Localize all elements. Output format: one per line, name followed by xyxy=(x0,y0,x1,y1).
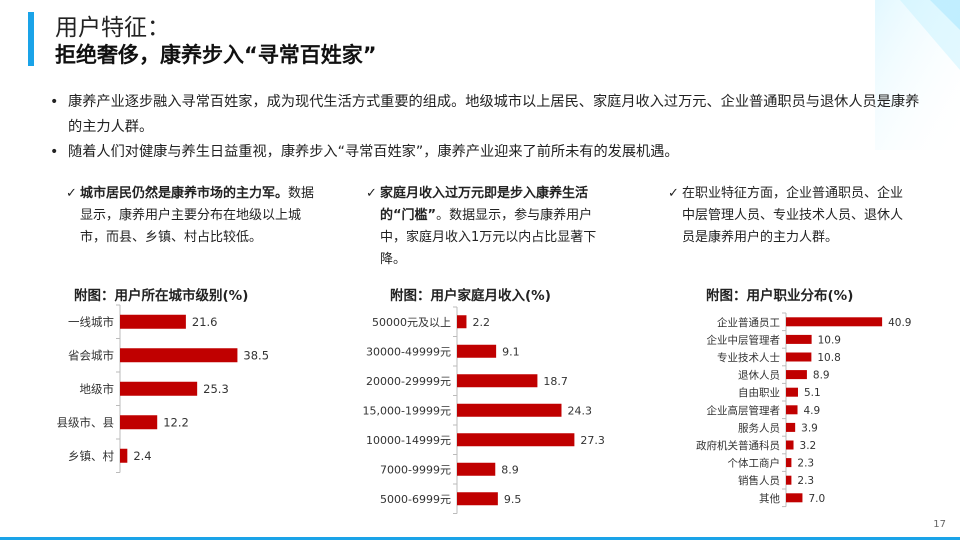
column-note-income-bold: 家庭月收入过万元即是步入康养生活的“门槛” xyxy=(380,186,589,223)
chart-bar xyxy=(457,344,497,358)
column-note-occupation: ✓ 在职业特征方面，企业普通职员、企业中层管理人员、专业技术人员、退休人员是康养… xyxy=(668,183,912,249)
chart-value-label: 9.1 xyxy=(502,345,520,358)
chart-value-label: 2.3 xyxy=(797,475,814,487)
chart-category-label: 30000-49999元 xyxy=(366,345,451,358)
chart-bar xyxy=(786,370,807,380)
column-note-income: ✓ 家庭月收入过万元即是步入康养生活的“门槛”。数据显示，参与康养用户中，家庭月… xyxy=(366,183,614,271)
chart-bar xyxy=(786,493,803,503)
chart-value-label: 24.3 xyxy=(567,404,592,417)
chart-value-label: 10.8 xyxy=(817,352,840,364)
column-note-city-text: 数据显示，康养用户主要分布在地级以上城市，而县、乡镇、村占比较低。 xyxy=(80,186,315,245)
check-icon: ✓ xyxy=(66,186,77,201)
chart-bar xyxy=(786,352,812,362)
chart-value-label: 10.9 xyxy=(818,334,841,346)
chart-bar xyxy=(457,403,562,417)
chart-bar xyxy=(786,475,792,485)
chart-city-level: 一线城市 21.6 省会城市 38.5 地级市 25.3 县级市、县 12.2 乡镇、村 2.4 xyxy=(57,304,269,473)
bullet-1: 康养产业逐步融入寻常百姓家，成为现代生活方式重要的组成。地级城市以上居民、家庭月… xyxy=(50,90,930,140)
page-title: 用户特征： xyxy=(55,15,170,41)
chart-category-label: 服务人员 xyxy=(738,421,780,434)
chart-bar xyxy=(457,462,496,476)
chart-value-label: 27.3 xyxy=(580,434,605,447)
chart-category-label: 15,000-19999元 xyxy=(363,404,451,417)
chart-bar xyxy=(120,314,186,329)
chart-value-label: 38.5 xyxy=(243,348,269,362)
chart-bar xyxy=(457,374,538,388)
chart-value-label: 4.9 xyxy=(804,405,821,417)
chart-value-label: 18.7 xyxy=(543,375,568,388)
chart-category-label: 专业技术人士 xyxy=(717,351,780,364)
column-note-occupation-text: 在职业特征方面，企业普通职员、企业中层管理人员、专业技术人员、退休人员是康养用户… xyxy=(682,186,904,245)
summary-bullets: 康养产业逐步融入寻常百姓家，成为现代生活方式重要的组成。地级城市以上居民、家庭月… xyxy=(50,90,930,165)
chart-category-label: 50000元及以上 xyxy=(372,316,451,329)
chart-bar xyxy=(120,415,158,430)
title-accent-bar xyxy=(28,12,34,66)
chart-category-label: 企业高层管理者 xyxy=(707,404,781,417)
chart-bar xyxy=(120,348,238,363)
chart-value-label: 3.2 xyxy=(800,440,817,452)
chart-category-label: 企业普通员工 xyxy=(717,316,780,329)
column-note-city: ✓ 城市居民仍然是康养市场的主力军。数据显示，康养用户主要分布在地级以上城市，而… xyxy=(66,183,324,249)
chart-category-label: 乡镇、村 xyxy=(68,449,114,463)
chart-value-label: 9.5 xyxy=(504,493,521,506)
chart-occupation: 企业普通员工 40.9 企业中层管理者 10.9 专业技术人士 10.8 退休人员 8.9 自由… xyxy=(696,312,912,508)
chart-bar xyxy=(457,433,575,447)
page-subtitle: 拒绝奢侈，康养步入“寻常百姓家” xyxy=(55,43,377,67)
bullet-2: 随着人们对健康与养生日益重视，康养步入“寻常百姓家”，康养产业迎来了前所未有的发… xyxy=(50,140,930,165)
chart-category-label: 退休人员 xyxy=(738,370,780,382)
chart-category-label: 销售人员 xyxy=(738,474,780,487)
chart-title-occupation: 附图：用户职业分布(%) xyxy=(706,288,854,304)
chart-bar xyxy=(786,317,883,327)
chart-category-label: 10000-14999元 xyxy=(366,434,451,447)
bottom-accent-line xyxy=(0,537,960,540)
chart-value-label: 8.9 xyxy=(813,370,830,382)
column-note-city-bold: 城市居民仍然是康养市场的主力军。 xyxy=(80,186,289,201)
chart-title-income: 附图：用户家庭月收入(%) xyxy=(390,288,551,304)
page-number: 17 xyxy=(933,519,946,530)
chart-bar xyxy=(786,387,798,397)
chart-value-label: 21.6 xyxy=(192,315,218,329)
chart-bar xyxy=(120,381,198,396)
chart-bar xyxy=(457,492,498,506)
chart-title-city: 附图：用户所在城市级别(%) xyxy=(74,288,249,304)
chart-category-label: 企业中层管理者 xyxy=(707,333,781,346)
chart-value-label: 7.0 xyxy=(808,493,825,505)
chart-bar xyxy=(786,422,796,432)
chart-value-label: 3.9 xyxy=(801,422,818,434)
chart-category-label: 7000-9999元 xyxy=(380,463,451,476)
chart-category-label: 一线城市 xyxy=(68,315,114,329)
chart-category-label: 其他 xyxy=(759,492,780,505)
chart-bar xyxy=(786,334,812,344)
chart-bar xyxy=(786,458,792,468)
chart-value-label: 12.2 xyxy=(163,415,189,429)
chart-category-label: 地级市 xyxy=(80,382,115,396)
chart-value-label: 40.9 xyxy=(888,317,911,329)
chart-family-income: 50000元及以上 2.2 30000-49999元 9.1 20000-29999元 1… xyxy=(363,306,605,514)
chart-value-label: 25.3 xyxy=(203,382,229,396)
chart-category-label: 20000-29999元 xyxy=(366,375,451,388)
chart-bar xyxy=(457,315,467,329)
chart-category-label: 5000-6999元 xyxy=(380,493,451,506)
chart-category-label: 县级市、县 xyxy=(57,415,115,429)
chart-value-label: 2.3 xyxy=(797,458,814,470)
chart-value-label: 2.2 xyxy=(472,316,490,329)
check-icon: ✓ xyxy=(668,186,679,201)
chart-category-label: 政府机关普通科员 xyxy=(696,439,780,452)
check-icon: ✓ xyxy=(366,186,377,201)
chart-category-label: 自由职业 xyxy=(738,386,780,399)
chart-bar xyxy=(120,448,128,463)
chart-category-label: 省会城市 xyxy=(68,348,114,362)
chart-category-label: 个体工商户 xyxy=(728,457,781,470)
chart-bar xyxy=(786,440,794,450)
chart-bar xyxy=(786,405,798,415)
chart-value-label: 8.9 xyxy=(501,463,519,476)
chart-value-label: 2.4 xyxy=(133,449,151,463)
chart-value-label: 5.1 xyxy=(804,387,821,399)
column-note-income-text: 。数据显示，参与康养用户中，家庭月收入1万元以内占比显著下降。 xyxy=(380,208,597,267)
